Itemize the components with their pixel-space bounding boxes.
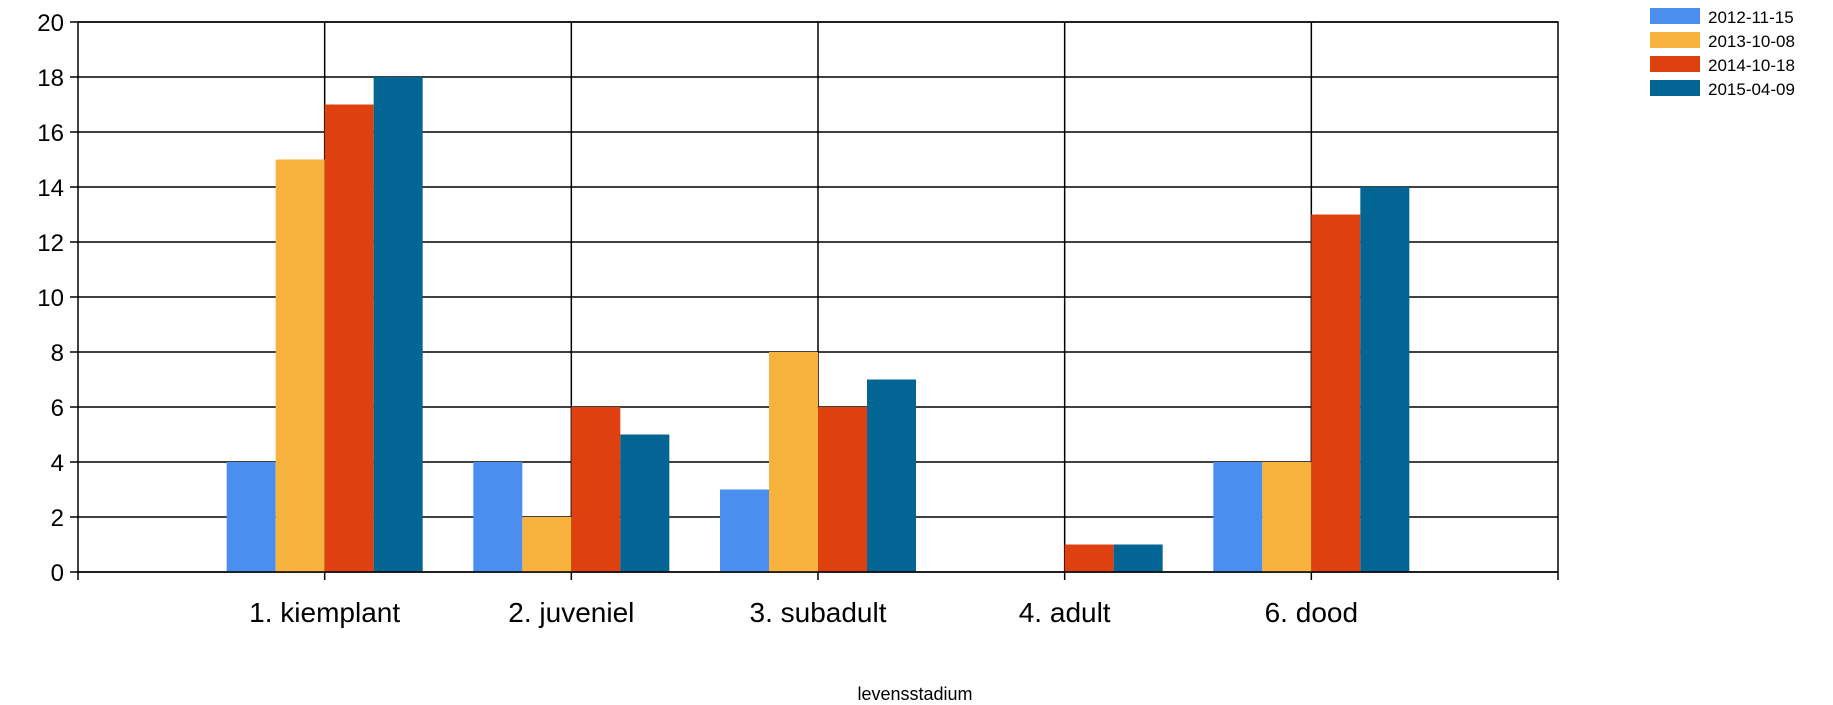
- x-tick-label: 2. juveniel: [508, 597, 634, 628]
- y-tick-label: 12: [37, 230, 64, 257]
- y-tick-label: 14: [37, 175, 64, 202]
- x-tick-labels: 1. kiemplant 2. juveniel 3. subadult 4. adu…: [249, 597, 1358, 628]
- legend-swatch: [1650, 56, 1700, 72]
- bar: [1213, 462, 1263, 572]
- bar: [522, 517, 572, 572]
- bar: [769, 352, 818, 572]
- bar: [373, 77, 423, 572]
- y-tick-label: 6: [51, 395, 64, 422]
- bar: [1311, 214, 1361, 572]
- legend-swatch: [1650, 80, 1700, 96]
- bars: [226, 77, 1410, 572]
- x-axis-label: levensstadium: [857, 684, 972, 704]
- x-tick-label: 3. subadult: [750, 597, 887, 628]
- x-tick-label: 1. kiemplant: [249, 597, 400, 628]
- bar: [1064, 544, 1114, 572]
- legend-label: 2015-04-09: [1708, 80, 1795, 99]
- legend-label: 2014-10-18: [1708, 56, 1795, 75]
- y-tick-label: 4: [51, 450, 64, 477]
- y-tick-label: 8: [51, 340, 64, 367]
- bar: [1262, 462, 1312, 572]
- legend-swatch: [1650, 8, 1700, 24]
- legend-label: 2012-11-15: [1708, 8, 1794, 27]
- legend-label: 2013-10-08: [1708, 32, 1795, 51]
- bar: [818, 407, 867, 572]
- y-tick-label: 20: [37, 10, 64, 37]
- bar: [720, 489, 769, 572]
- y-tick-label: 16: [37, 120, 64, 147]
- y-tick-label: 18: [37, 65, 64, 92]
- bar: [620, 434, 670, 572]
- bar: [1360, 187, 1410, 572]
- bar: [275, 159, 325, 572]
- bar: [473, 462, 523, 572]
- x-tick-label: 4. adult: [1019, 597, 1111, 628]
- x-tick-label: 6. dood: [1265, 597, 1358, 628]
- y-tick-label: 2: [51, 505, 64, 532]
- y-tick-labels: 0 2 4 6 8 10 12 14 16 18 20: [37, 10, 64, 587]
- axes: [70, 21, 1559, 580]
- y-tick-label: 0: [51, 560, 64, 587]
- bar: [1113, 544, 1163, 572]
- bar: [867, 379, 916, 572]
- bar: [571, 407, 621, 572]
- legend: 2012-11-15 2013-10-08 2014-10-18 2015-04-09: [1650, 8, 1795, 99]
- legend-swatch: [1650, 32, 1700, 48]
- bar: [324, 104, 374, 572]
- plot-frame: [77, 21, 1559, 573]
- y-tick-label: 10: [37, 285, 64, 312]
- bar: [226, 462, 276, 572]
